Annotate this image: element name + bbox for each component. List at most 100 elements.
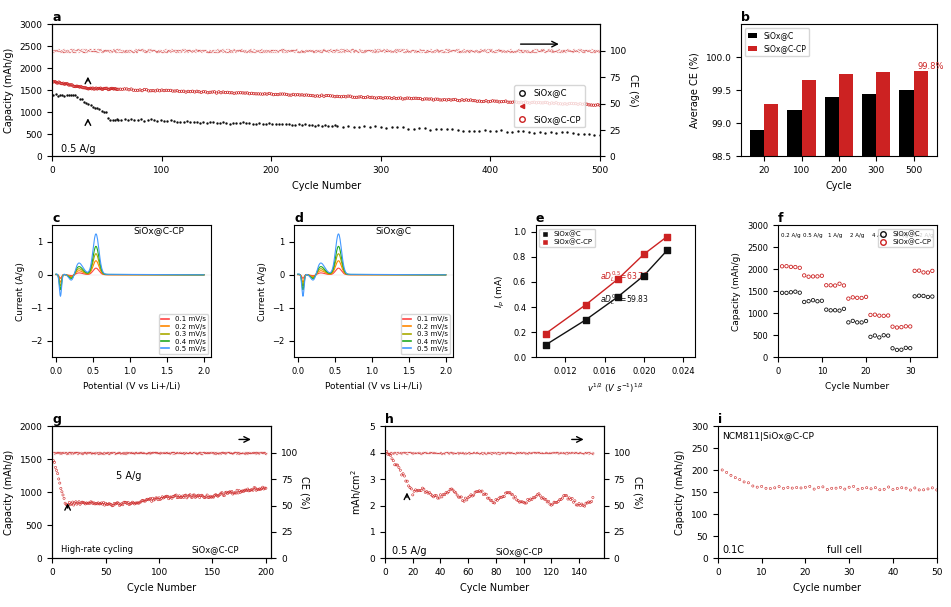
Point [136, 447, 151, 456]
Point [46, 45, 61, 55]
Point [206, 47, 222, 57]
Point [428, 46, 443, 56]
Point [90, 449, 106, 458]
Text: SiOx@C-CP: SiOx@C-CP [495, 547, 543, 555]
Point [530, 46, 545, 55]
Point [311, 46, 326, 56]
Point [454, 448, 469, 458]
Point [379, 93, 395, 103]
Point [224, 47, 240, 56]
Point [172, 46, 187, 55]
Point [201, 448, 216, 458]
Point [398, 47, 413, 56]
Point [159, 46, 174, 56]
Point [330, 45, 345, 55]
Point [230, 46, 245, 55]
Point [418, 447, 434, 456]
Point [529, 448, 544, 458]
Point [224, 448, 240, 458]
Point [105, 501, 120, 510]
Point [837, 484, 852, 494]
Point [236, 449, 251, 458]
Point [456, 47, 472, 56]
Point [397, 44, 412, 54]
Point [130, 498, 146, 508]
Point [183, 87, 198, 97]
Point [325, 45, 340, 55]
Point [189, 47, 204, 56]
Point [103, 46, 118, 55]
Point [889, 345, 904, 354]
Point [129, 47, 145, 56]
Point [434, 449, 449, 458]
Point [169, 447, 184, 457]
Point [540, 46, 555, 55]
Point [344, 44, 359, 54]
Point [565, 449, 580, 458]
Point [404, 447, 419, 456]
Text: b: b [741, 12, 750, 24]
Point [203, 449, 218, 458]
Point [54, 487, 69, 497]
Point [405, 45, 420, 55]
Point [360, 92, 376, 102]
Point [130, 448, 146, 458]
Point [533, 127, 548, 137]
Point [168, 448, 184, 458]
Point [408, 47, 423, 56]
Point [166, 447, 182, 456]
Point [420, 47, 436, 56]
Point [426, 447, 441, 457]
Point [407, 448, 422, 458]
Point [539, 448, 554, 458]
Point [514, 47, 530, 57]
Point [140, 494, 155, 504]
Point [138, 449, 153, 458]
Point [554, 493, 570, 503]
Point [217, 46, 232, 56]
Point [47, 45, 62, 55]
Point [120, 115, 135, 124]
Point [422, 487, 437, 497]
Point [169, 46, 184, 55]
Point [121, 447, 136, 456]
Point [102, 448, 117, 458]
Text: 0.5 A/g: 0.5 A/g [804, 233, 823, 238]
Point [58, 47, 73, 57]
Point [430, 47, 445, 56]
Point [304, 46, 320, 55]
Point [473, 448, 488, 458]
Point [94, 449, 109, 458]
Point [132, 497, 147, 507]
Point [63, 44, 78, 54]
Point [78, 499, 93, 509]
Point [504, 448, 519, 458]
Point [107, 498, 122, 508]
Point [254, 448, 269, 458]
Point [310, 45, 325, 55]
Point [486, 448, 501, 458]
Point [454, 448, 469, 458]
Point [291, 47, 306, 56]
Point [100, 448, 115, 458]
Point [193, 447, 208, 457]
Point [240, 47, 255, 56]
Point [110, 449, 126, 458]
Point [120, 448, 135, 458]
Point [215, 447, 230, 457]
Point [573, 447, 588, 457]
Point [561, 47, 576, 56]
Point [423, 47, 438, 56]
Point [54, 447, 69, 456]
Point [87, 449, 103, 458]
Point [497, 46, 513, 56]
Point [581, 129, 596, 139]
Point [156, 86, 171, 95]
Point [323, 46, 339, 56]
Point [180, 449, 195, 458]
Point [411, 46, 426, 56]
Point [81, 100, 96, 109]
Point [194, 47, 209, 56]
Point [117, 46, 132, 55]
Point [492, 447, 507, 457]
